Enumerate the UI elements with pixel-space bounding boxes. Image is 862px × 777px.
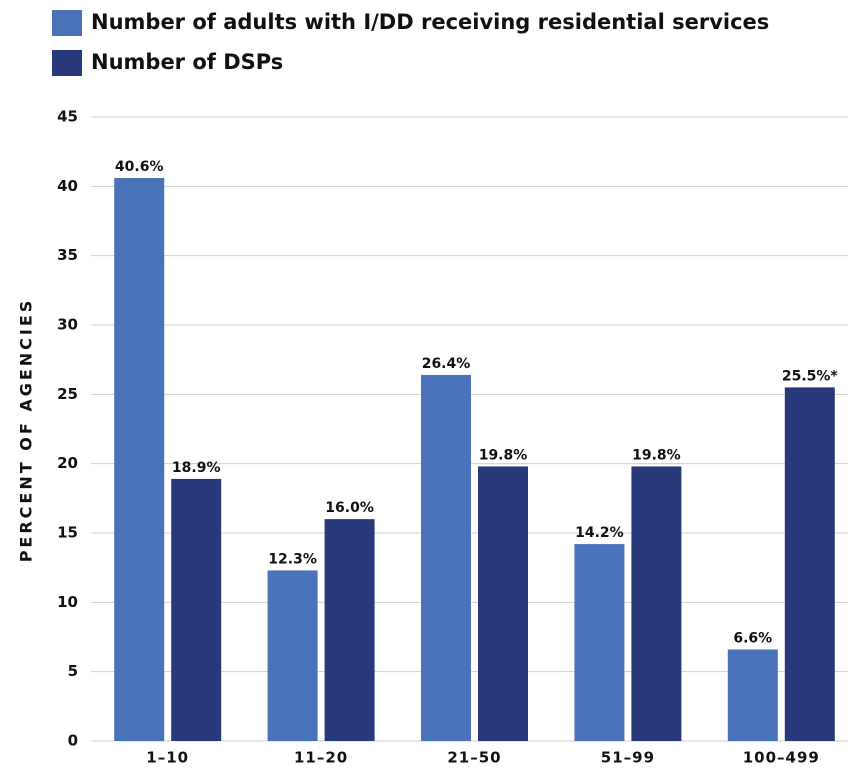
value-label: 19.8% [479,447,528,463]
legend-swatch [52,10,82,36]
value-label: 6.6% [733,630,772,646]
y-tick-label: 45 [57,108,78,126]
y-tick-label: 40 [57,177,78,195]
y-tick-label: 15 [57,524,78,542]
x-tick-label: 51–99 [601,749,655,767]
y-tick-label: 10 [57,593,78,611]
bar [171,478,222,741]
bar [574,544,625,741]
value-label: 19.8% [632,447,681,463]
bar [478,466,528,741]
y-axis-title: PERCENT OF AGENCIES [17,298,36,563]
value-label: 18.9% [172,460,221,476]
x-tick-label: 1–10 [146,749,189,767]
legend-label: Number of DSPs [91,50,283,74]
y-tick-label: 25 [57,385,78,403]
value-label: 26.4% [422,356,471,372]
bar [631,466,682,741]
value-label: 14.2% [575,525,624,541]
legend-label: Number of adults with I/DD receiving res… [91,10,769,34]
bar [421,374,471,741]
bar [784,387,835,741]
bar [727,649,778,741]
x-tick-label: 11–20 [294,749,348,767]
y-tick-label: 30 [57,316,78,334]
legend-swatch [52,50,82,76]
bar [324,519,375,741]
x-tick-label: 100–499 [743,749,820,767]
y-tick-label: 5 [68,662,78,680]
bar [267,570,318,741]
value-label: 25.5%* [782,368,839,384]
value-label: 12.3% [268,551,317,567]
value-label: 16.0% [325,500,374,516]
value-label: 40.6% [115,159,164,175]
y-tick-label: 20 [57,454,78,472]
y-tick-label: 0 [68,732,78,750]
x-tick-label: 21–50 [447,749,501,767]
y-tick-label: 35 [57,246,78,264]
bar [114,178,165,742]
